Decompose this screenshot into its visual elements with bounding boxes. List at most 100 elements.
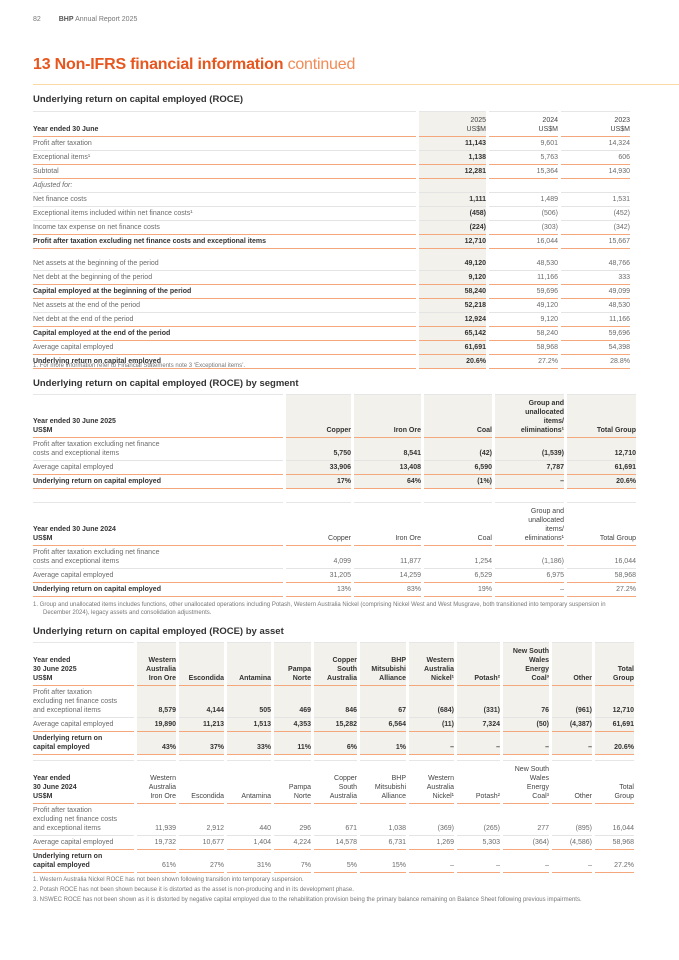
- cell-value: 83%: [354, 583, 421, 597]
- cell-value: 48,766: [561, 249, 630, 271]
- cell-value: 58,968: [567, 569, 636, 583]
- row-label: Underlying return on capital employed: [33, 475, 283, 489]
- cell-value: (1%): [424, 475, 492, 489]
- row-label: Subtotal: [33, 165, 416, 179]
- cell-value: 2,912: [179, 804, 224, 836]
- column-header: Antamina: [227, 760, 271, 804]
- cell-value: 4,224: [274, 836, 311, 850]
- table-row: Adjusted for:: [33, 179, 630, 193]
- page-number: 82: [33, 16, 41, 23]
- cell-value: –: [409, 732, 454, 755]
- cell-value: –: [457, 850, 500, 873]
- asset-footnotes: 1. Western Australia Nickel ROCE has not…: [33, 876, 618, 906]
- row-label: Exceptional items¹: [33, 151, 416, 165]
- cell-value: 9,601: [489, 137, 558, 151]
- cell-value: (369): [409, 804, 454, 836]
- table-row: Underlying return on capital employed 43%…: [33, 732, 634, 755]
- table-row: Profit after taxation excluding net fina…: [33, 546, 636, 569]
- row-label: Capital employed at the end of the perio…: [33, 327, 416, 341]
- cell-value: 58,240: [489, 327, 558, 341]
- cell-value: 13%: [286, 583, 351, 597]
- cell-value: 15,364: [489, 165, 558, 179]
- table-row: Average capital employed 19,890 11,213 1,51…: [33, 718, 634, 732]
- column-header: Other: [552, 760, 592, 804]
- roce-heading: Underlying return on capital employed (R…: [33, 94, 244, 105]
- cell-value: 64%: [354, 475, 421, 489]
- cell-value: 20.6%: [419, 355, 486, 369]
- table-row: Profit after taxation excluding net fina…: [33, 438, 636, 461]
- table-row: Profit after taxation 11,143 9,601 14,324: [33, 137, 630, 151]
- cell-value: 1,138: [419, 151, 486, 165]
- cell-value: 11,166: [489, 271, 558, 285]
- row-label: Underlying return on capital employed: [33, 850, 134, 873]
- cell-value: 6%: [314, 732, 357, 755]
- cell-value: (364): [503, 836, 549, 850]
- cell-value: (342): [561, 221, 630, 235]
- column-header: Pampa Norte: [274, 642, 311, 686]
- cell-value: 11,877: [354, 546, 421, 569]
- title-divider: [33, 84, 679, 85]
- cell-value: (895): [552, 804, 592, 836]
- column-header: 2023 US$M: [561, 111, 630, 137]
- cell-value: 27.2%: [567, 583, 636, 597]
- roce-table: Year ended 30 June 2025 US$M 2024 US$M 2023…: [33, 111, 630, 369]
- cell-value: 9,120: [419, 271, 486, 285]
- cell-value: 20.6%: [595, 732, 634, 755]
- column-header: Western Australia Iron Ore: [137, 642, 176, 686]
- column-header: Potash²: [457, 642, 500, 686]
- cell-value: 13,408: [354, 461, 421, 475]
- asset-table-2024: Year ended 30 June 2024 US$M Western Aust…: [33, 760, 634, 873]
- column-header: Escondida: [179, 760, 224, 804]
- row-label: Profit after taxation excluding net fina…: [33, 546, 283, 569]
- cell-value: 4,353: [274, 718, 311, 732]
- data-table: Year ended 30 June 2025 US$M 2024 US$M 2023…: [30, 111, 633, 369]
- cell-value: 61,691: [419, 341, 486, 355]
- row-header-label: Year ended 30 June 2025 US$M: [33, 394, 283, 438]
- row-label: Net finance costs: [33, 193, 416, 207]
- row-header-label: Year ended 30 June 2024 US$M: [33, 502, 283, 546]
- cell-value: 54,398: [561, 341, 630, 355]
- row-label: Average capital employed: [33, 341, 416, 355]
- cell-value: 1,269: [409, 836, 454, 850]
- cell-value: (961): [552, 686, 592, 718]
- segment-heading: Underlying return on capital employed (R…: [33, 378, 299, 389]
- column-header: Copper: [286, 394, 351, 438]
- cell-value: (4,586): [552, 836, 592, 850]
- cell-value: [561, 179, 630, 193]
- segment-table-2025: Year ended 30 June 2025 US$M Copper Iron O…: [33, 394, 636, 489]
- table-row: Subtotal 12,281 15,364 14,930: [33, 165, 630, 179]
- row-label: Net assets at the end of the period: [33, 299, 416, 313]
- cell-value: 15,282: [314, 718, 357, 732]
- footnote: 3. NSWEC ROCE has not been shown as it i…: [33, 897, 582, 903]
- row-label: Net debt at the beginning of the period: [33, 271, 416, 285]
- section-title-suffix: continued: [287, 56, 356, 73]
- cell-value: 31,205: [286, 569, 351, 583]
- cell-value: 1,111: [419, 193, 486, 207]
- column-header: Copper South Australia: [314, 642, 357, 686]
- cell-value: 6,529: [424, 569, 492, 583]
- cell-value: 14,259: [354, 569, 421, 583]
- cell-value: 6,590: [424, 461, 492, 475]
- column-header: 2024 US$M: [489, 111, 558, 137]
- cell-value: 277: [503, 804, 549, 836]
- cell-value: 12,710: [419, 235, 486, 249]
- cell-value: 12,710: [595, 686, 634, 718]
- header-row: Year ended 30 June 2025 US$M Copper Iron O…: [33, 394, 636, 438]
- cell-value: 7,324: [457, 718, 500, 732]
- column-header: Western Australia Iron Ore: [137, 760, 176, 804]
- table-row: Underlying return on capital employed 17%…: [33, 475, 636, 489]
- cell-value: 31%: [227, 850, 271, 873]
- column-header: Group and unallocated items/ elimination…: [495, 502, 564, 546]
- cell-value: 76: [503, 686, 549, 718]
- data-table: Year ended 30 June 2025 US$M Western Aust…: [30, 642, 637, 755]
- row-label: Underlying return on capital employed: [33, 583, 283, 597]
- asset-table-2025: Year ended 30 June 2025 US$M Western Aust…: [33, 642, 634, 755]
- cell-value: 43%: [137, 732, 176, 755]
- cell-value: 61%: [137, 850, 176, 873]
- cell-value: 12,281: [419, 165, 486, 179]
- row-header-label: Year ended 30 June 2025 US$M: [33, 642, 134, 686]
- cell-value: 440: [227, 804, 271, 836]
- data-table: Year ended 30 June 2024 US$M Western Aust…: [30, 760, 637, 873]
- cell-value: –: [503, 732, 549, 755]
- cell-value: 27%: [179, 850, 224, 873]
